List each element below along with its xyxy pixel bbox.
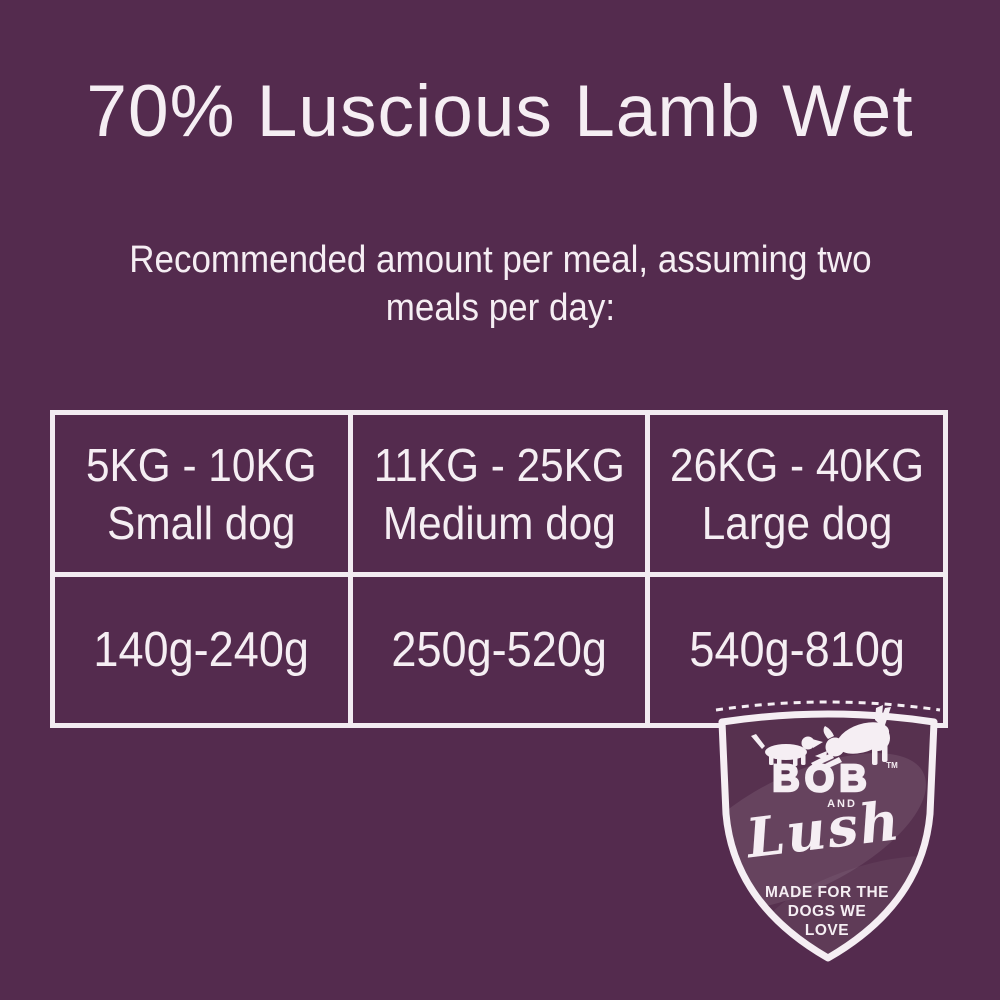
amount-large: 540g-810g <box>688 623 905 677</box>
weight-range-small: 5KG - 10KG <box>86 438 317 491</box>
dog-size-small: Small dog <box>107 496 296 549</box>
subtitle: Recommended amount per meal, assuming tw… <box>0 236 1000 332</box>
header-cell-large-dog: 26KG - 40KG Large dog <box>650 415 943 572</box>
amount-cell-small-dog: 140g-240g <box>55 577 353 723</box>
table-amount-row: 140g-240g 250g-520g 540g-810g <box>55 577 943 723</box>
amount-medium: 250g-520g <box>391 623 607 677</box>
header-cell-small-dog: 5KG - 10KG Small dog <box>55 415 353 572</box>
table-header-row: 5KG - 10KG Small dog 11KG - 25KG Medium … <box>55 415 943 577</box>
tagline-line-2: DOGS WE <box>788 903 866 920</box>
amount-cell-large-dog: 540g-810g <box>650 577 943 723</box>
brand-conjunction-and: AND <box>827 798 857 810</box>
weight-range-large: 26KG - 40KG <box>669 438 924 491</box>
brand-name-bob: BOB <box>772 758 871 800</box>
feeding-guide-table: 5KG - 10KG Small dog 11KG - 25KG Medium … <box>50 410 948 728</box>
tagline-line-3: LOVE <box>805 922 849 939</box>
bob-and-lush-logo: BOB TM AND Lush MADE FOR THE DOGS WE LOV… <box>714 692 942 972</box>
stitch-arc <box>715 700 941 712</box>
playing-dog-icon <box>811 705 891 770</box>
shield-badge <box>718 710 938 962</box>
dog-size-medium: Medium dog <box>382 496 616 549</box>
header-cell-medium-dog: 11KG - 25KG Medium dog <box>353 415 651 572</box>
subtitle-line-1: Recommended amount per meal, assuming tw… <box>128 239 872 281</box>
amount-cell-medium-dog: 250g-520g <box>353 577 651 723</box>
dachshund-icon <box>751 734 823 766</box>
subtitle-line-2: meals per day: <box>385 287 615 329</box>
amount-small: 140g-240g <box>93 623 310 677</box>
tagline-line-1: MADE FOR THE <box>765 884 889 901</box>
trademark-mark: TM <box>886 761 898 770</box>
weight-range-medium: 11KG - 25KG <box>373 438 625 491</box>
dog-size-large: Large dog <box>701 496 892 549</box>
page-title: 70% Luscious Lamb Wet <box>86 71 914 152</box>
